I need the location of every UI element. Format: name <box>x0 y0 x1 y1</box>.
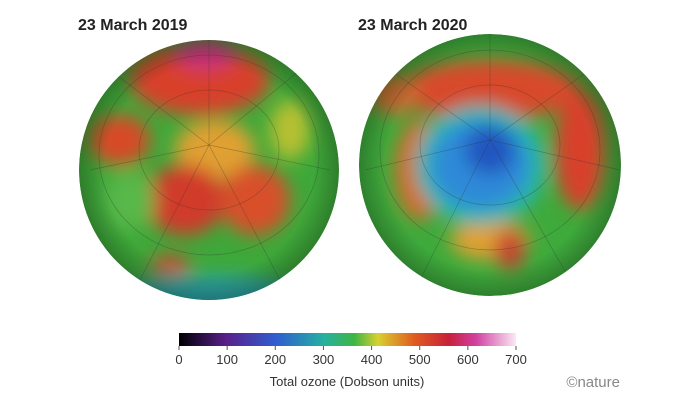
tick-label: 200 <box>264 352 286 367</box>
credit: ©nature <box>566 374 620 391</box>
colorbar-ticks: 0 100 200 300 400 500 600 700 <box>175 346 527 367</box>
tick-label: 300 <box>313 352 335 367</box>
tick-label: 700 <box>505 352 527 367</box>
globe-2019 <box>79 40 339 300</box>
tick-label: 400 <box>361 352 383 367</box>
tick-label: 600 <box>457 352 479 367</box>
panel-title: 23 March 2020 <box>358 17 468 34</box>
tick-label: 500 <box>409 352 431 367</box>
colorbar <box>179 333 516 346</box>
globe-2020 <box>359 34 621 296</box>
colorbar-label: Total ozone (Dobson units) <box>270 374 425 389</box>
tick-label: 0 <box>175 352 182 367</box>
panel-title: 23 March 2019 <box>78 17 188 34</box>
tick-label: 100 <box>216 352 238 367</box>
